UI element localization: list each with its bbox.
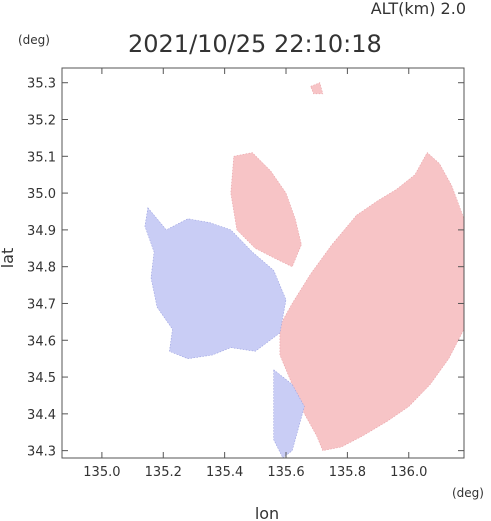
x-unit-label: (deg) (452, 486, 484, 500)
y-tick-label: 34.6 (27, 334, 56, 349)
x-tick-label: 135.4 (206, 465, 243, 480)
y-tick-label: 35.3 (27, 77, 56, 92)
y-tick-label: 34.7 (27, 297, 56, 312)
x-axis-label: lon (255, 504, 279, 521)
y-tick-label: 34.4 (27, 408, 56, 423)
y-tick-label: 35.0 (27, 187, 56, 202)
axis-ticks: 135.0 135.2 135.4 135.6 135.8 136.0 34.3 34.4 34… (27, 68, 464, 480)
echo-region-south-lobe (273, 369, 305, 458)
plot-frame (61, 67, 465, 459)
y-tick-label: 34.3 (27, 445, 56, 460)
altitude-label: ALT(km) 2.0 (371, 0, 466, 18)
x-tick-label: 135.8 (329, 465, 366, 480)
echo-region-west-lobe (144, 207, 287, 360)
echo-region-north-islet (310, 82, 324, 95)
x-tick-label: 135.0 (83, 465, 120, 480)
y-tick-label: 34.8 (27, 261, 56, 276)
x-tick-label: 135.2 (145, 465, 182, 480)
echo-region-north-east (279, 152, 464, 451)
y-tick-label: 34.9 (27, 224, 56, 239)
y-axis-label: lat (0, 248, 17, 269)
y-tick-label: 34.5 (27, 371, 56, 386)
x-tick-label: 136.0 (390, 465, 427, 480)
y-unit-label: (deg) (18, 33, 50, 47)
echo-region-north-center (230, 152, 302, 268)
echo-regions (144, 82, 464, 458)
chart-title: 2021/10/25 22:10:18 (128, 30, 382, 58)
x-tick-label: 135.6 (267, 465, 304, 480)
y-tick-label: 35.2 (27, 114, 56, 129)
y-tick-label: 35.1 (27, 150, 56, 165)
